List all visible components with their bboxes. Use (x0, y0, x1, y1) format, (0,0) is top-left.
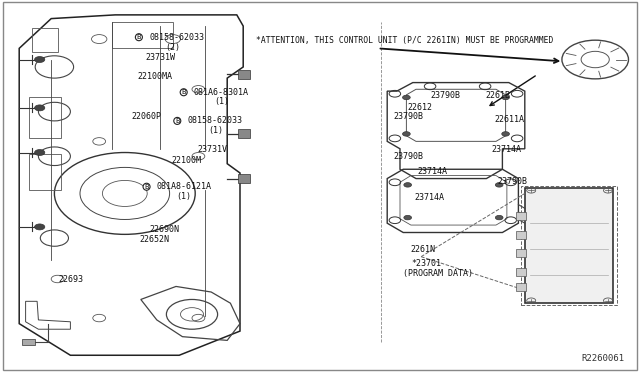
Text: 22611A: 22611A (494, 115, 524, 124)
Text: 23790B: 23790B (394, 153, 424, 161)
Bar (112, 22, 173, 48)
Circle shape (35, 150, 45, 155)
Text: R2260061: R2260061 (581, 354, 624, 363)
Text: B: B (182, 89, 186, 95)
Bar (29, 154, 61, 190)
Text: 23790B: 23790B (498, 177, 528, 186)
Circle shape (403, 132, 410, 136)
FancyBboxPatch shape (3, 2, 637, 370)
Text: 22652N: 22652N (140, 235, 170, 244)
Bar (29, 97, 61, 138)
Circle shape (495, 215, 503, 220)
Bar (516, 231, 526, 239)
Text: 23731W: 23731W (146, 53, 176, 62)
Text: 08158-62033: 08158-62033 (149, 33, 204, 42)
Text: 23714A: 23714A (417, 167, 447, 176)
Text: 22100MA: 22100MA (138, 72, 173, 81)
Text: 081A8-6121A: 081A8-6121A (157, 182, 212, 191)
Bar (516, 212, 526, 220)
Circle shape (35, 105, 45, 111)
Bar (32, 28, 58, 52)
Bar (516, 283, 526, 291)
Text: 23790B: 23790B (394, 112, 424, 121)
Circle shape (404, 215, 412, 220)
Circle shape (403, 95, 410, 100)
Text: 23731V: 23731V (197, 145, 227, 154)
Text: (2): (2) (165, 43, 180, 52)
Bar (516, 249, 526, 257)
Bar (238, 70, 250, 79)
Bar (525, 188, 613, 303)
Text: 22690N: 22690N (149, 225, 179, 234)
Text: B: B (137, 34, 141, 40)
Text: 22693: 22693 (59, 275, 84, 283)
Bar (238, 174, 250, 183)
Text: 081A6-8301A: 081A6-8301A (194, 88, 249, 97)
Text: (1): (1) (214, 97, 229, 106)
Text: B: B (175, 118, 179, 124)
Circle shape (502, 95, 509, 100)
Text: *ATTENTION, THIS CONTROL UNIT (P/C 2261IN) MUST BE PROGRAMMED: *ATTENTION, THIS CONTROL UNIT (P/C 2261I… (256, 36, 554, 45)
Circle shape (495, 183, 503, 187)
Text: *23701: *23701 (411, 259, 441, 268)
Text: 2261N: 2261N (411, 246, 436, 254)
Text: 22060P: 22060P (131, 112, 161, 121)
Circle shape (35, 224, 45, 230)
Bar (516, 268, 526, 276)
Text: (1): (1) (208, 126, 223, 135)
Text: 22100M: 22100M (172, 156, 202, 165)
Bar (521, 186, 617, 305)
Text: B: B (145, 184, 148, 190)
Circle shape (502, 132, 509, 136)
Text: 22612: 22612 (408, 103, 433, 112)
Bar (22, 339, 35, 345)
Text: 23714A: 23714A (492, 145, 522, 154)
Bar (238, 129, 250, 138)
Text: 23714A: 23714A (415, 193, 445, 202)
Circle shape (404, 183, 412, 187)
Text: 2261B: 2261B (485, 92, 510, 100)
Text: (1): (1) (176, 192, 191, 201)
Text: 08158-62033: 08158-62033 (188, 116, 243, 125)
Text: (PROGRAM DATA): (PROGRAM DATA) (403, 269, 473, 278)
Text: 23790B: 23790B (430, 92, 460, 100)
Circle shape (35, 57, 45, 62)
